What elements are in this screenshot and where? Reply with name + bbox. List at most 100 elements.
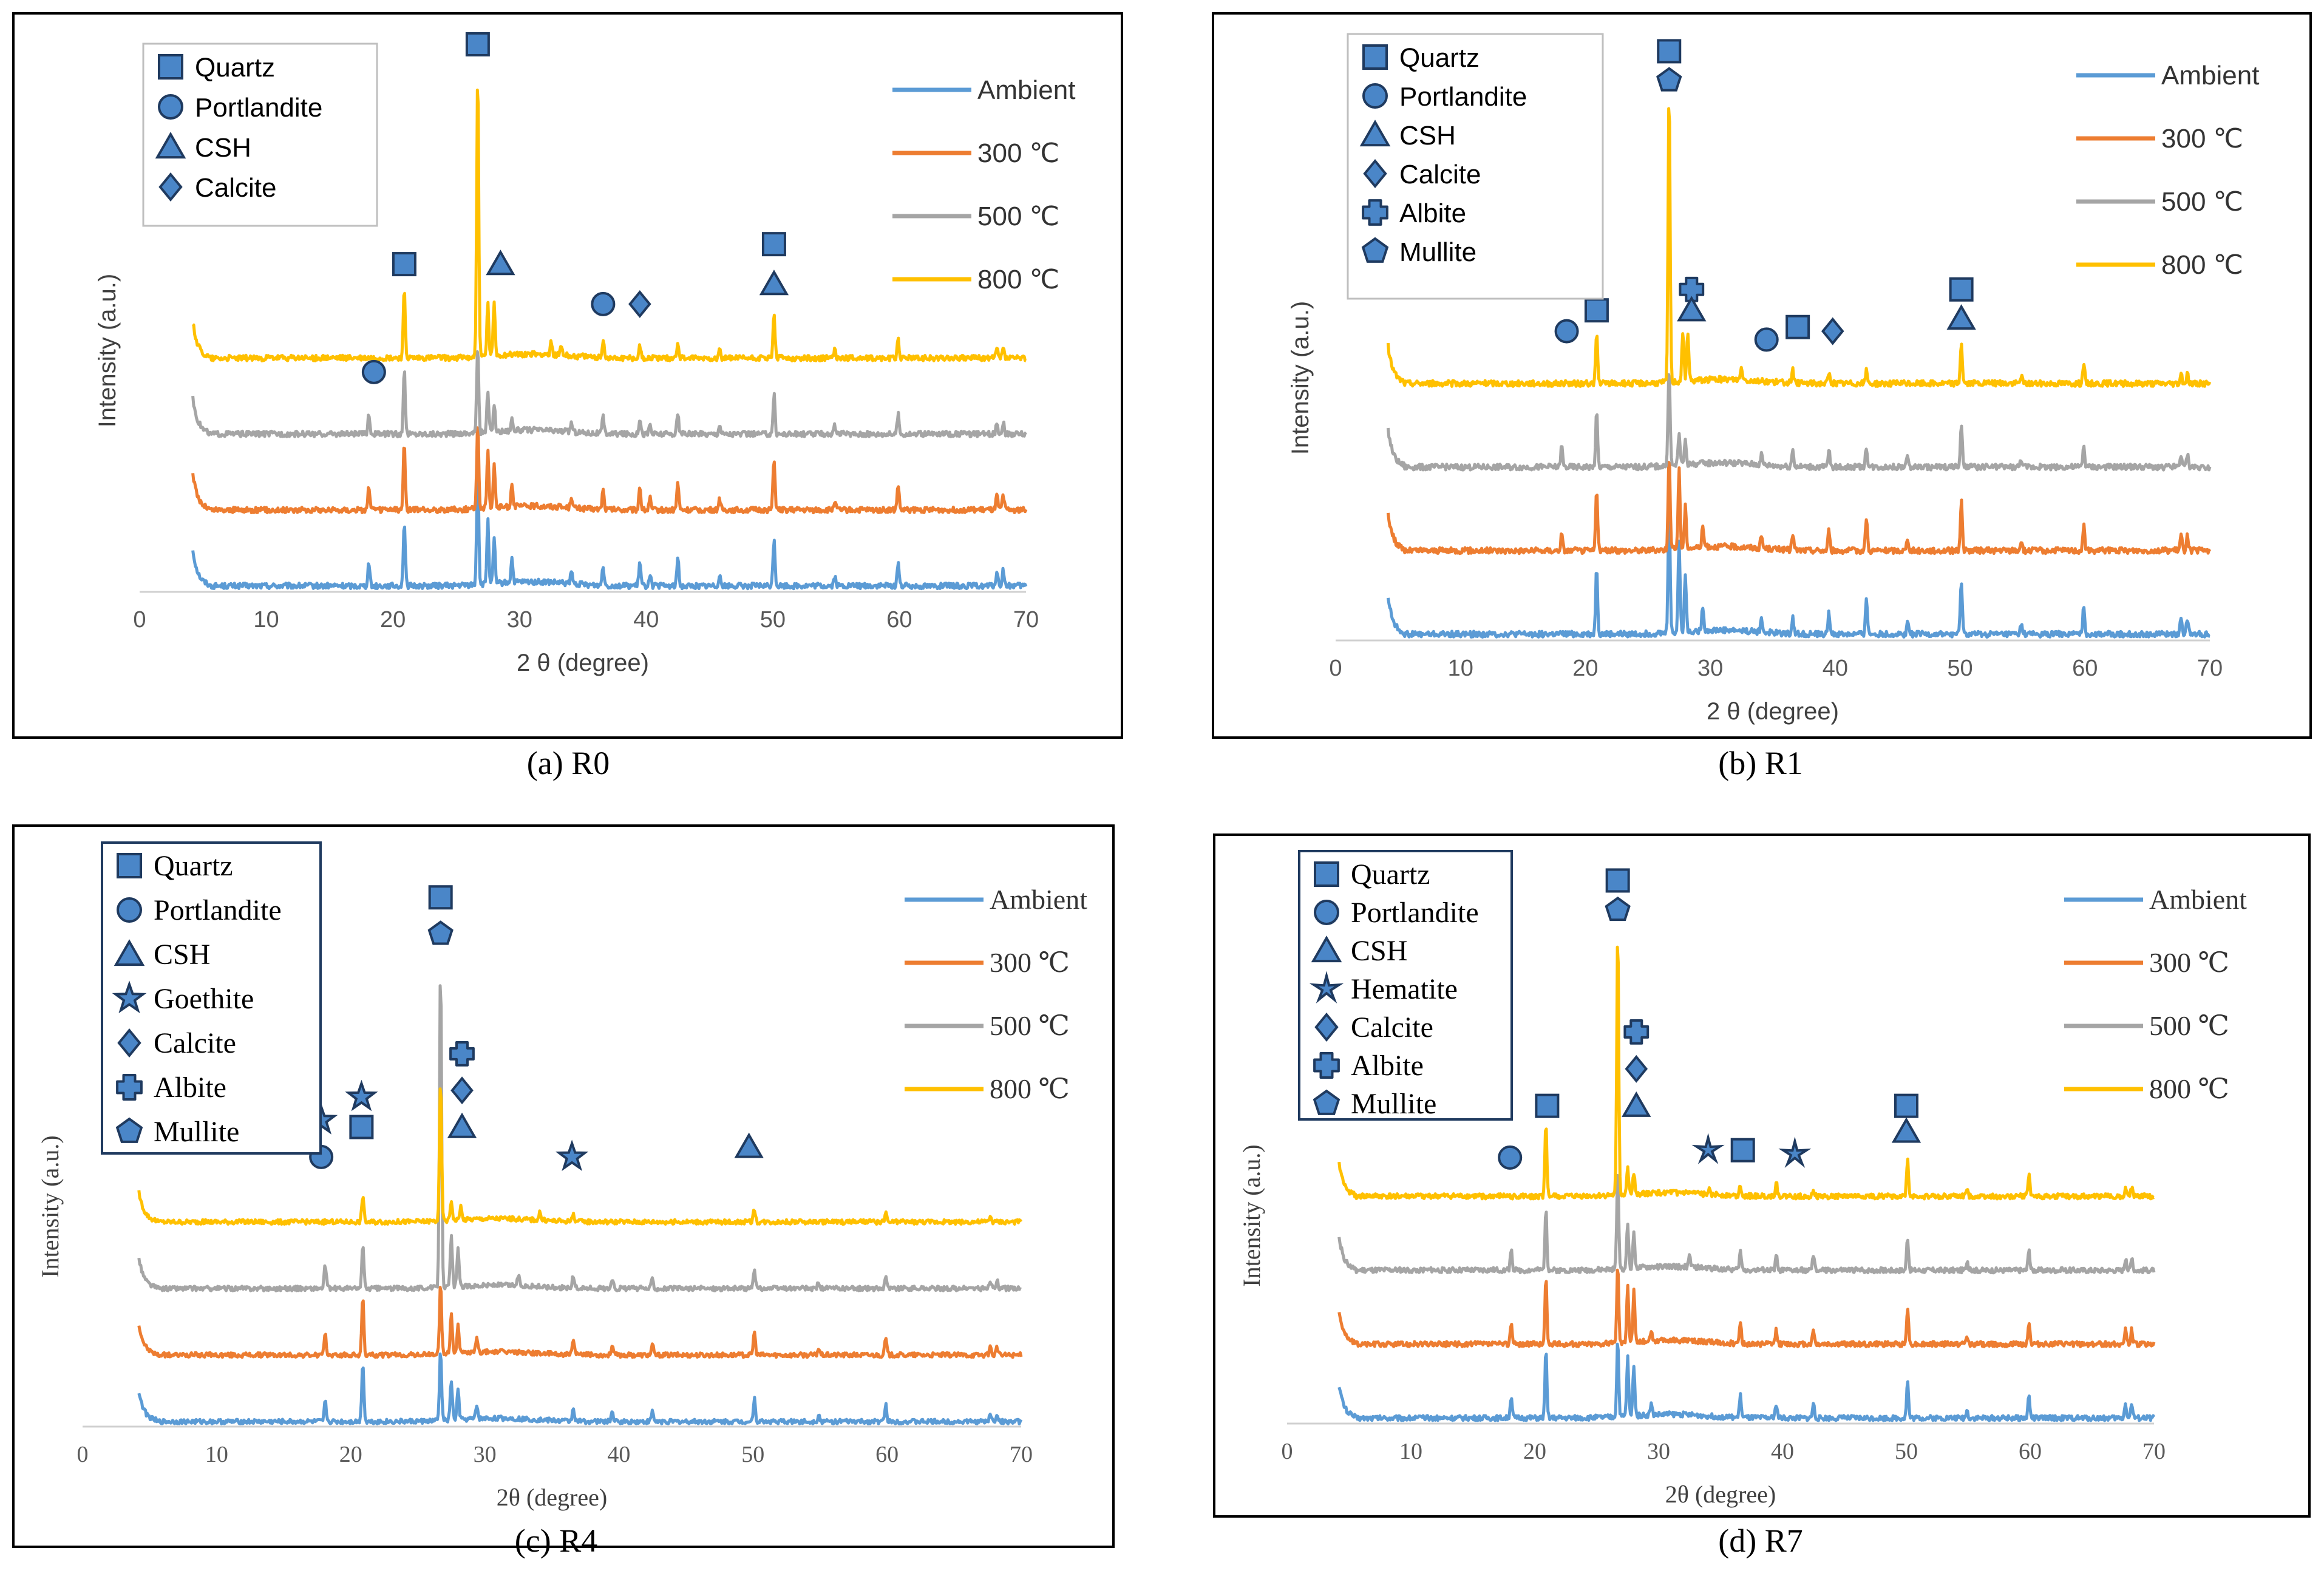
phase-marker-square — [761, 232, 786, 257]
phase-marker-square — [1535, 1093, 1560, 1118]
phase-marker-circle — [1498, 1145, 1523, 1170]
legend-pentagon-icon — [1361, 237, 1389, 263]
phase-marker-cross — [1679, 276, 1705, 302]
series-legend-label: 500 ℃ — [2161, 187, 2243, 217]
phase-legend-label: Quartz — [195, 53, 275, 83]
legend-diamond-icon — [158, 172, 183, 202]
phase-marker-star5 — [1778, 1136, 1812, 1168]
phase-marker-star — [345, 1079, 378, 1112]
x-tick-label: 20 — [380, 607, 406, 633]
series-legend-label: 800 ℃ — [990, 1073, 1070, 1104]
legend-diamond-icon — [1363, 158, 1387, 189]
series-legend-item: 300 ℃ — [905, 947, 1070, 978]
y-axis-title: Intensity (a.u.) — [1287, 301, 1314, 455]
series-line-Ambient — [1386, 509, 2211, 639]
x-tick-label: 30 — [474, 1442, 497, 1467]
phase-legend-label: Portlandite — [154, 894, 282, 926]
phase-marker-pentagon — [1605, 896, 1631, 922]
phase-marker-pentagon — [1656, 67, 1682, 92]
phase-marker-square — [1785, 314, 1810, 339]
legend-circle-icon — [158, 94, 183, 120]
phase-marker-triangle — [1622, 1091, 1651, 1117]
panel-caption: (a) R0 — [527, 745, 610, 781]
phase-marker-diamond — [450, 1076, 474, 1105]
phase-marker-square — [1605, 868, 1630, 893]
series-legend-item: Ambient — [2064, 884, 2247, 915]
series-legend-label: 300 ℃ — [990, 947, 1070, 978]
series-legend-label: 800 ℃ — [2161, 250, 2243, 280]
legend-diamond-icon — [1314, 1012, 1339, 1042]
x-tick-label: 50 — [741, 1442, 764, 1467]
phase-legend-item: Albite — [116, 1071, 226, 1104]
phase-marker-circle — [591, 291, 616, 316]
legend-star5-icon — [1309, 971, 1344, 1004]
legend-pentagon-icon — [115, 1117, 143, 1143]
phase-legend-frame — [1347, 33, 1604, 300]
legend-triangle-icon — [114, 939, 145, 966]
phase-legend-item: Mullite — [115, 1116, 239, 1148]
x-tick-label: 30 — [507, 607, 532, 633]
x-tick-label: 10 — [205, 1442, 228, 1467]
phase-marker-triangle — [1677, 296, 1707, 322]
series-line-500 — [191, 350, 1027, 438]
x-tick-label: 50 — [1895, 1439, 1918, 1464]
phase-legend-label: Quartz — [154, 850, 233, 882]
phase-legend-label: CSH — [195, 133, 251, 163]
phase-legend: Quartz Portlandite CSH Calcite — [142, 42, 378, 227]
phase-legend-label: CSH — [154, 939, 210, 971]
series-line-800 — [1337, 945, 2155, 1201]
phase-marker-pentagon — [427, 920, 454, 945]
x-axis-title: 2θ (degree) — [497, 1484, 607, 1511]
chart-panel-R0: 0 10 20 30 40 50 60 70 2 θ (degree) Intensity (a.… — [12, 12, 1123, 739]
legend-triangle-icon — [1311, 935, 1342, 963]
series-legend-label: 500 ℃ — [2149, 1010, 2229, 1041]
phase-marker-star — [555, 1139, 589, 1172]
phase-legend-item: CSH — [114, 939, 210, 971]
legend-square-icon — [1314, 861, 1339, 887]
phase-legend-label: Mullite — [1399, 237, 1476, 267]
phase-marker-triangle — [1891, 1117, 1921, 1143]
phase-marker-square — [1730, 1138, 1755, 1163]
x-tick-label: 50 — [1947, 656, 1972, 681]
x-tick-label: 10 — [253, 607, 279, 633]
phase-legend-label: Albite — [1399, 199, 1466, 228]
series-line-500 — [1386, 373, 2212, 472]
phase-marker-square — [465, 32, 490, 56]
phase-legend: Quartz Portlandite CSH Hematite Calcite Albit… — [1298, 850, 1513, 1121]
phase-marker-circle — [1554, 319, 1579, 344]
x-tick-label: 70 — [2197, 656, 2223, 681]
legend-circle-icon — [1362, 83, 1388, 109]
phase-marker-triangle — [1946, 304, 1976, 330]
phase-marker-square — [1949, 277, 1974, 302]
x-tick-label: 20 — [1523, 1439, 1546, 1464]
series-legend-label: Ambient — [990, 884, 1087, 915]
series-legend-label: Ambient — [2149, 884, 2247, 915]
y-axis-title: Intensity (a.u.) — [36, 1135, 64, 1277]
series-legend-item: 800 ℃ — [2076, 250, 2243, 280]
x-tick-label: 70 — [1013, 607, 1039, 633]
series-line-800 — [191, 88, 1027, 362]
phase-legend-label: Mullite — [1351, 1088, 1436, 1120]
phase-marker-circle — [1754, 327, 1779, 352]
series-legend-label: Ambient — [977, 75, 1075, 105]
y-axis-title: Intensity (a.u.) — [94, 274, 121, 427]
phase-legend-label: Portlandite — [1351, 897, 1479, 929]
x-axis-title: 2 θ (degree) — [517, 650, 649, 676]
phase-legend-item: Portlandite — [1362, 82, 1527, 112]
phase-marker-triangle — [447, 1112, 477, 1138]
x-tick-label: 60 — [886, 607, 912, 633]
series-legend-label: 500 ℃ — [977, 202, 1059, 231]
phase-legend-item: Goethite — [112, 980, 254, 1015]
phase-legend-label: CSH — [1399, 121, 1456, 151]
phase-marker-square — [1657, 39, 1682, 64]
x-tick-label: 0 — [1282, 1439, 1293, 1464]
series-line-300 — [1386, 461, 2212, 555]
legend-triangle-icon — [1359, 120, 1391, 147]
phase-marker-circle — [361, 359, 386, 384]
series-line-Ambient — [137, 1352, 1023, 1426]
x-tick-label: 60 — [2019, 1439, 2042, 1464]
series-line-Ambient — [191, 469, 1028, 591]
phase-legend-item: Calcite — [1314, 1011, 1433, 1044]
phase-marker-triangle — [759, 270, 789, 296]
series-legend-item: 500 ℃ — [892, 202, 1059, 231]
